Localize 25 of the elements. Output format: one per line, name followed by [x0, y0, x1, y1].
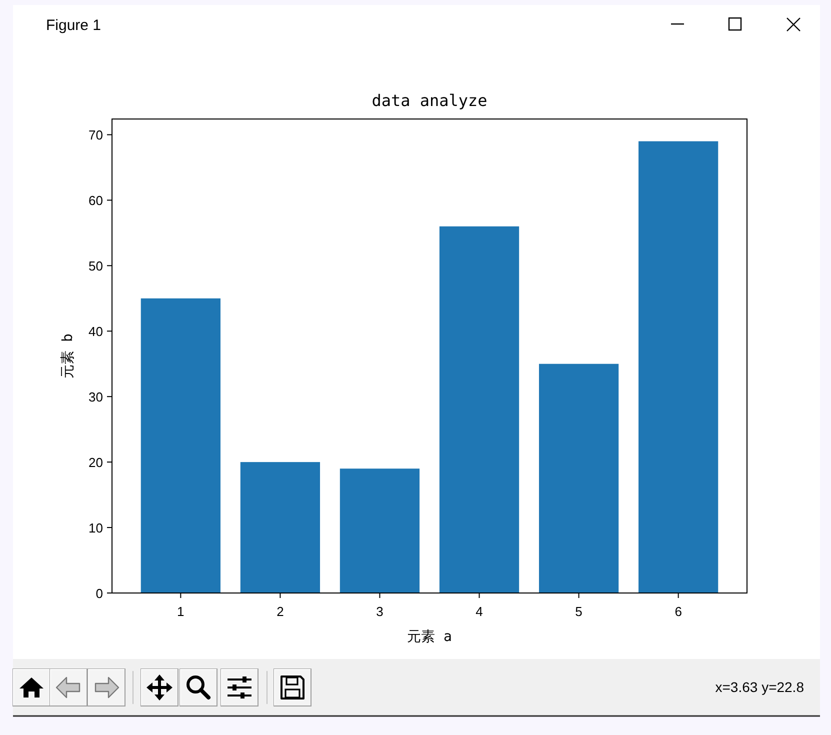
x-tick-label: 4: [476, 604, 483, 619]
y-tick-label: 20: [88, 455, 103, 470]
text: x=3.63 y=22.8: [715, 679, 804, 695]
x-tick-label: 1: [177, 604, 184, 619]
bar: [638, 141, 718, 593]
x-tick-label: 6: [674, 604, 682, 619]
x-tick-label: 3: [376, 604, 384, 619]
y-axis-title: 元素 b: [60, 334, 76, 378]
x-axis-title: 元素 a: [407, 629, 452, 645]
x-tick-label: 2: [276, 604, 284, 619]
bar: [439, 226, 520, 593]
bar: [240, 462, 320, 593]
bar: [538, 364, 619, 593]
y-tick-label: 30: [88, 390, 103, 405]
y-tick-label: 10: [88, 520, 103, 536]
y-tick-label: 40: [88, 324, 103, 340]
y-tick-label: 50: [88, 258, 103, 274]
y-tick-label: 60: [88, 193, 103, 208]
chart-title: data analyze: [372, 91, 488, 110]
y-tick-label: 70: [88, 128, 103, 143]
caption: Figure 1: [46, 17, 102, 34]
bar: [340, 468, 420, 593]
x-tick-label: 5: [575, 604, 582, 619]
y-tick-label: 0: [96, 586, 103, 601]
bar: [140, 298, 220, 593]
